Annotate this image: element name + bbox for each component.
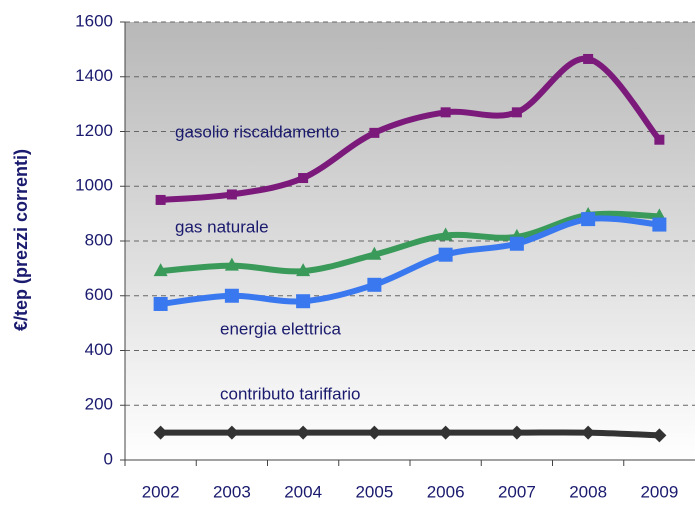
y-tick-label: 600 <box>85 285 113 304</box>
marker <box>583 53 594 64</box>
y-tick-label: 1600 <box>75 11 113 30</box>
x-tick-label: 2007 <box>498 482 536 501</box>
marker <box>367 425 382 440</box>
marker <box>581 212 596 227</box>
x-tick-label: 2009 <box>640 482 678 501</box>
marker <box>226 189 237 200</box>
x-tick-label: 2006 <box>427 482 465 501</box>
marker <box>153 263 168 277</box>
marker <box>296 263 311 277</box>
marker <box>153 425 168 440</box>
series-label: contributo tariffario <box>220 384 360 403</box>
series-label: gas naturale <box>175 217 269 236</box>
y-axis-label: €/tep (prezzi correnti) <box>11 149 31 331</box>
marker <box>438 425 453 440</box>
y-tick-label: 200 <box>85 395 113 414</box>
series-label: gasolio riscaldamento <box>175 122 339 141</box>
series-label: energia elettrica <box>220 319 342 338</box>
marker <box>224 288 239 303</box>
y-tick-label: 800 <box>85 230 113 249</box>
marker <box>155 194 166 205</box>
marker <box>581 425 596 440</box>
marker <box>654 134 665 145</box>
marker <box>369 127 380 138</box>
marker <box>298 173 309 184</box>
marker <box>509 425 524 440</box>
marker <box>224 257 239 271</box>
x-tick-label: 2004 <box>284 482 322 501</box>
x-tick-label: 2005 <box>355 482 393 501</box>
marker <box>367 246 382 260</box>
marker <box>296 425 311 440</box>
marker <box>511 107 522 118</box>
y-tick-label: 1400 <box>75 66 113 85</box>
marker <box>509 236 524 251</box>
x-tick-label: 2002 <box>142 482 180 501</box>
x-tick-label: 2003 <box>213 482 251 501</box>
marker <box>440 107 451 118</box>
marker <box>224 425 239 440</box>
marker <box>153 296 168 311</box>
y-tick-label: 0 <box>104 449 113 468</box>
marker <box>652 217 667 232</box>
marker <box>367 277 382 292</box>
marker <box>438 227 453 241</box>
marker <box>296 294 311 309</box>
y-tick-label: 1000 <box>75 176 113 195</box>
x-tick-label: 2008 <box>569 482 607 501</box>
y-tick-label: 1200 <box>75 121 113 140</box>
y-tick-label: 400 <box>85 340 113 359</box>
marker <box>438 247 453 262</box>
marker <box>652 428 667 443</box>
